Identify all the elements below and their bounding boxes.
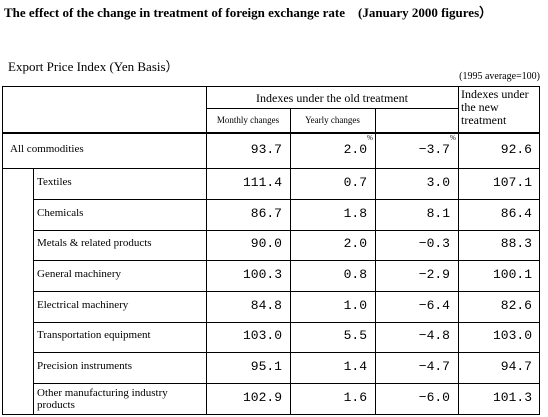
- value-monthly-change: 2.0: [343, 141, 367, 157]
- value-new-index: 86.4: [500, 205, 532, 221]
- value-new-index: 82.6: [500, 297, 532, 313]
- header-subrule: [206, 108, 458, 109]
- row-label: General machinery: [37, 267, 121, 280]
- column-rule: [375, 108, 376, 415]
- column-rule: [206, 86, 207, 415]
- value-yearly-change: −6.4: [418, 297, 450, 313]
- row-label: Other manufacturing industry products: [37, 387, 168, 411]
- value-yearly-change: −4.8: [418, 328, 450, 343]
- value-monthly-change: 1.6: [343, 390, 367, 405]
- value-monthly-change: 1.4: [343, 358, 367, 374]
- data-table: [2, 86, 540, 415]
- base-year-note: (1995 average=100): [459, 71, 540, 82]
- row-label: Electrical machinery: [37, 298, 129, 311]
- value-monthly-change: 2.0: [343, 236, 367, 251]
- header-bottom-rule: [2, 132, 540, 134]
- row-rule: [33, 260, 540, 261]
- row-label: All commodities: [10, 142, 84, 155]
- value-yearly-change: 3.0: [426, 174, 450, 190]
- row-rule: [33, 322, 540, 323]
- value-yearly-change: −2.9: [418, 266, 450, 282]
- value-new-index: 88.3: [500, 236, 532, 251]
- header-monthly-changes: Monthly changes: [216, 115, 280, 125]
- row-label: Metals & related products: [37, 237, 152, 249]
- value-new-index: 103.0: [492, 328, 532, 343]
- row-rule: [33, 199, 540, 200]
- percent-unit-monthly: %: [367, 134, 373, 142]
- header-new-treatment: Indexes under the new treatment: [461, 87, 529, 127]
- value-old-index: 102.9: [242, 390, 282, 405]
- value-new-index: 92.6: [500, 141, 532, 157]
- value-old-index: 93.7: [250, 141, 282, 157]
- value-new-index: 101.3: [492, 390, 532, 405]
- value-monthly-change: 1.8: [343, 205, 367, 221]
- value-old-index: 111.4: [242, 174, 282, 190]
- value-old-index: 84.8: [250, 297, 282, 313]
- column-rule: [458, 86, 459, 415]
- row-label: Precision instruments: [37, 359, 133, 372]
- row-rule: [2, 168, 540, 169]
- value-old-index: 103.0: [242, 328, 282, 343]
- value-monthly-change: 1.0: [343, 297, 367, 313]
- value-old-index: 100.3: [242, 266, 282, 282]
- value-yearly-change: 8.1: [426, 205, 450, 221]
- value-yearly-change: −6.0: [418, 390, 450, 405]
- value-old-index: 95.1: [250, 358, 282, 374]
- row-label: Textiles: [37, 175, 72, 188]
- row-rule: [33, 230, 540, 231]
- value-new-index: 94.7: [500, 358, 532, 374]
- row-rule: [33, 291, 540, 292]
- row-rule: [33, 352, 540, 353]
- row-label: Chemicals: [37, 206, 84, 219]
- header-old-treatment: Indexes under the old treatment: [256, 91, 408, 105]
- value-new-index: 100.1: [492, 266, 532, 282]
- header-yearly-changes: Yearly changes: [305, 115, 360, 125]
- value-monthly-change: 0.8: [343, 266, 367, 282]
- value-new-index: 107.1: [492, 174, 532, 190]
- percent-unit-yearly: %: [450, 134, 456, 142]
- page-title: The effect of the change in treatment of…: [4, 5, 493, 20]
- value-yearly-change: −0.3: [418, 236, 450, 251]
- table-subtitle: Export Price Index (Yen Basis）: [8, 59, 179, 74]
- column-rule: [290, 108, 291, 415]
- value-monthly-change: 0.7: [343, 174, 367, 190]
- value-old-index: 90.0: [250, 236, 282, 251]
- value-yearly-change: −3.7: [418, 141, 450, 157]
- value-monthly-change: 5.5: [343, 328, 367, 343]
- row-label: Transportation equipment: [37, 329, 151, 341]
- row-rule: [33, 383, 540, 384]
- value-old-index: 86.7: [250, 205, 282, 221]
- value-yearly-change: −4.7: [418, 358, 450, 374]
